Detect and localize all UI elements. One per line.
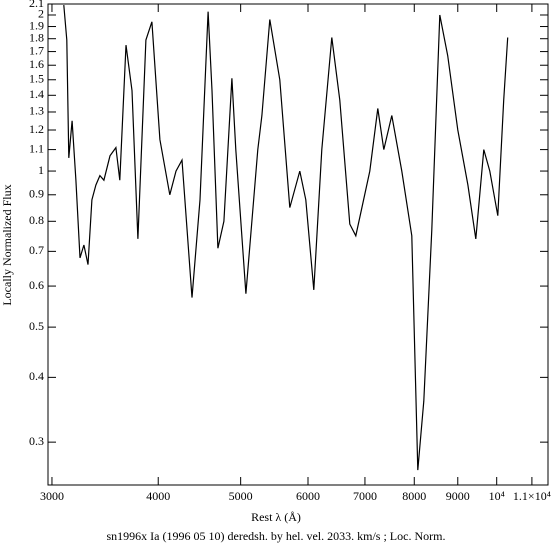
y-tick-label: 1.2 xyxy=(29,122,44,136)
y-tick-label: 1.7 xyxy=(29,43,44,57)
x-tick-label: 1.1×10⁴ xyxy=(513,489,551,503)
x-axis-label: Rest λ (Å) xyxy=(251,510,301,524)
x-tick-label: 4000 xyxy=(146,489,170,503)
y-tick-label: 0.6 xyxy=(29,278,44,292)
y-tick-label: 1.1 xyxy=(29,141,44,155)
y-tick-label: 0.9 xyxy=(29,187,44,201)
x-tick-label: 3000 xyxy=(40,489,64,503)
x-tick-label: 10⁴ xyxy=(489,489,505,503)
y-tick-label: 0.3 xyxy=(29,434,44,448)
y-tick-label: 2.1 xyxy=(29,0,44,10)
y-tick-label: 1.6 xyxy=(29,57,44,71)
y-tick-label: 2 xyxy=(38,7,44,21)
chart-title: sn1996x Ia (1996 05 10) deredsh. by hel.… xyxy=(107,529,446,543)
y-tick-label: 0.5 xyxy=(29,319,44,333)
y-tick-label: 0.8 xyxy=(29,213,44,227)
y-tick-label: 1.9 xyxy=(29,18,44,32)
x-tick-label: 9000 xyxy=(446,489,470,503)
y-tick-label: 0.7 xyxy=(29,243,44,257)
y-axis-label: Locally Normalized Flux xyxy=(0,184,14,305)
y-tick-label: 1.4 xyxy=(29,87,44,101)
x-tick-label: 7000 xyxy=(353,489,377,503)
x-tick-label: 5000 xyxy=(229,489,253,503)
y-tick-label: 1.5 xyxy=(29,72,44,86)
x-tick-label: 8000 xyxy=(402,489,426,503)
spectrum-line xyxy=(63,5,509,471)
y-tick-label: 1 xyxy=(38,163,44,177)
plot-frame xyxy=(47,3,549,486)
y-tick-label: 1.3 xyxy=(29,104,44,118)
y-tick-label: 0.4 xyxy=(29,369,44,383)
y-tick-label: 1.8 xyxy=(29,30,44,44)
x-tick-label: 6000 xyxy=(296,489,320,503)
